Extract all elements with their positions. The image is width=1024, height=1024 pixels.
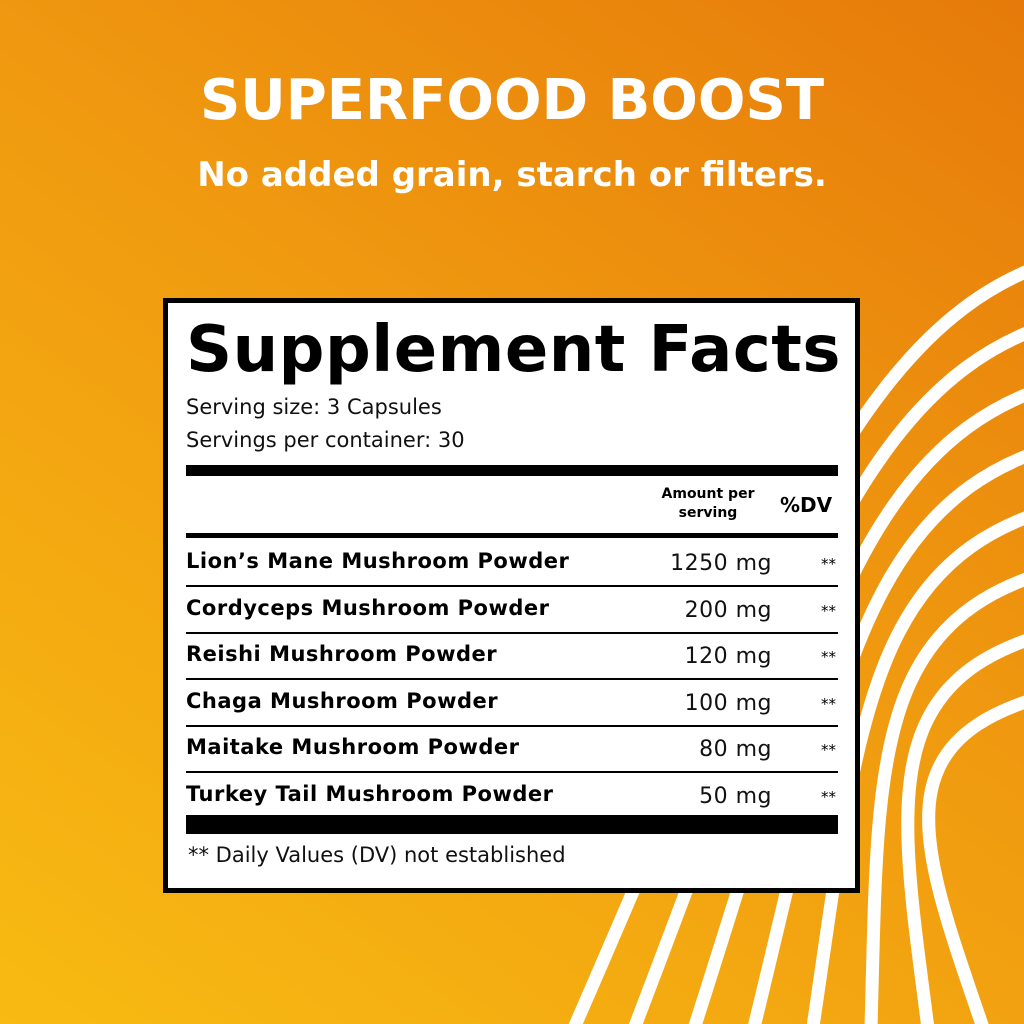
ingredient-name: Maitake Mushroom Powder: [186, 735, 520, 759]
ingredient-name: Turkey Tail Mushroom Powder: [186, 781, 554, 806]
ingredient-row: Cordyceps Mushroom Powder 200 mg **: [186, 588, 838, 634]
stripe: [806, 511, 1024, 1024]
header-divider: [186, 533, 838, 538]
headline: SUPERFOOD BOOST: [199, 68, 825, 133]
header-dv: %DV: [780, 493, 833, 517]
stripe: [901, 634, 1024, 1024]
ingredient-dv: **: [821, 787, 836, 806]
ingredient-dv: **: [821, 555, 836, 573]
stripe: [864, 572, 1024, 1024]
ingredient-amount: 80 mg: [699, 737, 772, 762]
ingredient-name: Reishi Mushroom Powder: [186, 642, 498, 666]
ingredient-row: Turkey Tail Mushroom Powder 50 mg **: [186, 774, 838, 820]
row-divider: [186, 631, 838, 634]
row-divider: [186, 678, 838, 680]
row-divider: [186, 724, 838, 727]
ingredient-row: Maitake Mushroom Powder 80 mg **: [186, 727, 838, 773]
ingredient-row: Chaga Mushroom Powder 100 mg **: [186, 681, 838, 727]
serving-size: Serving size: 3 Capsules: [186, 395, 442, 419]
ingredient-name: Cordyceps Mushroom Powder: [186, 595, 550, 620]
row-divider: [186, 771, 838, 773]
ingredient-amount: 100 mg: [684, 690, 772, 716]
facts-title: Supplement Facts: [186, 313, 841, 387]
ingredient-dv: **: [821, 601, 836, 620]
header-amount: Amount per serving: [661, 486, 755, 521]
thick-divider: [186, 465, 838, 476]
ingredient-dv: **: [821, 648, 836, 666]
ingredient-amount: 1250 mg: [670, 551, 772, 576]
stripe: [748, 450, 1024, 1024]
stripe: [922, 695, 1024, 1024]
ingredient-row: Reishi Mushroom Powder 120 mg **: [186, 634, 838, 680]
row-divider: [186, 585, 838, 587]
ingredient-name: Chaga Mushroom Powder: [186, 688, 499, 713]
supplement-facts-panel: Supplement Facts Serving size: 3 Capsule…: [163, 298, 860, 893]
footnote: ** Daily Values (DV) not established: [188, 843, 566, 867]
ingredient-name: Lion’s Mane Mushroom Powder: [186, 549, 570, 573]
ingredient-dv: **: [821, 694, 836, 713]
bottom-thick-divider: [186, 815, 838, 834]
ingredient-amount: 50 mg: [699, 783, 772, 809]
ingredient-amount: 120 mg: [684, 644, 772, 669]
subheadline: No added grain, starch or filters.: [197, 155, 827, 195]
ingredient-dv: **: [821, 741, 836, 759]
ingredient-amount: 200 mg: [684, 597, 772, 623]
servings-per-container: Servings per container: 30: [186, 428, 465, 452]
ingredient-row: Lion’s Mane Mushroom Powder 1250 mg **: [186, 541, 838, 587]
